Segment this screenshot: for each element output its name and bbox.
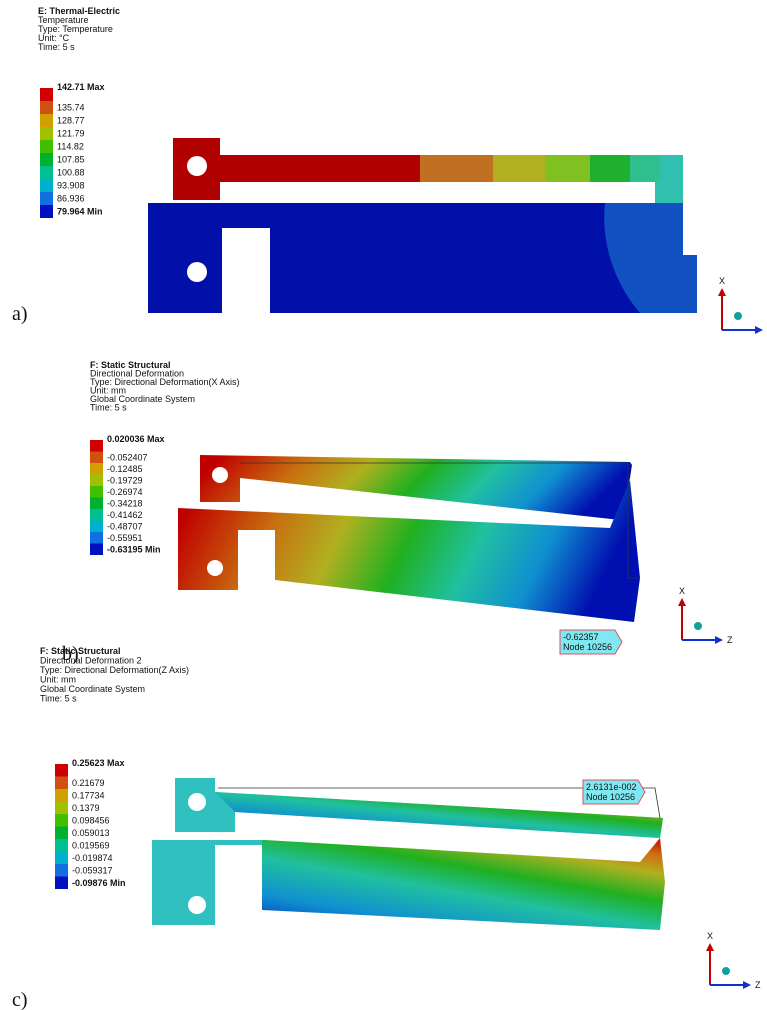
legend-swatch xyxy=(40,88,53,101)
axis-y xyxy=(722,967,730,975)
legend-swatch xyxy=(55,802,68,815)
legend-label: -0.63195 Min xyxy=(107,544,161,554)
header-line: Time: 5 s xyxy=(40,694,77,704)
legend-swatch xyxy=(55,839,68,852)
panel-label: c) xyxy=(12,989,28,1010)
legend-swatch xyxy=(40,140,53,153)
legend-label: 0.020036 Max xyxy=(107,434,165,444)
axis-label: X xyxy=(707,931,713,941)
legend-label: -0.55951 xyxy=(107,533,143,543)
header-title: F: Static Structural xyxy=(40,646,121,656)
panel-label: a) xyxy=(12,303,28,325)
legend-swatch xyxy=(90,440,103,452)
legend-label: -0.12485 xyxy=(107,464,143,474)
legend-label: 121.79 xyxy=(57,129,85,139)
legend-swatch xyxy=(40,192,53,205)
legend-swatch xyxy=(40,127,53,140)
legend-label: 0.019569 xyxy=(72,840,110,850)
legend-label: 0.25623 Max xyxy=(72,758,125,768)
header-line: Global Coordinate System xyxy=(40,684,145,694)
legend-swatch xyxy=(40,166,53,179)
legend-label: 100.88 xyxy=(57,168,85,178)
legend-swatch xyxy=(40,101,53,114)
legend-label: 0.1379 xyxy=(72,803,100,813)
legend-swatch xyxy=(55,864,68,877)
legend-swatch xyxy=(55,777,68,790)
axis-x-head xyxy=(718,288,726,296)
header-line: Type: Directional Deformation(Z Axis) xyxy=(40,665,189,675)
legend-swatch xyxy=(90,544,103,556)
axis-label: X xyxy=(719,276,725,286)
legend-swatch xyxy=(55,789,68,802)
legend-swatch xyxy=(40,114,53,127)
legend-swatch xyxy=(55,852,68,865)
axis-z-head xyxy=(743,981,751,989)
axis-label: X xyxy=(679,586,685,596)
legend-label: -0.26974 xyxy=(107,487,143,497)
axis-z-head xyxy=(755,326,763,334)
legend-label: 107.85 xyxy=(57,155,85,165)
legend-swatch xyxy=(55,877,68,890)
legend-swatch xyxy=(90,521,103,533)
legend-label: -0.19729 xyxy=(107,475,143,485)
legend-label: 128.77 xyxy=(57,116,85,126)
axis-x-head xyxy=(678,598,686,606)
axis-y xyxy=(734,312,742,320)
legend-label: 86.936 xyxy=(57,194,85,204)
model-b xyxy=(178,455,640,622)
legend-swatch xyxy=(90,475,103,487)
legend-swatch xyxy=(90,509,103,521)
header-line: Time: 5 s xyxy=(38,42,75,52)
probe-text: -0.62357 xyxy=(563,632,599,642)
legend-swatch xyxy=(55,764,68,777)
axis-z-head xyxy=(715,636,723,644)
legend-label: 0.21679 xyxy=(72,778,105,788)
legend-label: 0.17734 xyxy=(72,790,105,800)
legend-label: -0.052407 xyxy=(107,452,148,462)
header-line: Unit: mm xyxy=(40,675,76,685)
legend-swatch xyxy=(40,179,53,192)
model-a xyxy=(148,138,697,313)
legend-swatch xyxy=(90,498,103,510)
legend-label: -0.09876 Min xyxy=(72,878,126,888)
legend-label: 114.82 xyxy=(57,142,84,152)
legend-swatch xyxy=(90,532,103,544)
header-line: Directional Deformation 2 xyxy=(40,656,142,666)
legend-swatch xyxy=(55,827,68,840)
legend-swatch xyxy=(90,486,103,498)
probe-text: Node 10256 xyxy=(586,792,635,802)
figure: E: Thermal-ElectricTemperatureType: Temp… xyxy=(0,0,767,1010)
legend-swatch xyxy=(40,153,53,166)
legend-label: -0.019874 xyxy=(72,853,113,863)
legend-label: 0.098456 xyxy=(72,815,110,825)
axis-label: Z xyxy=(755,980,761,990)
legend-label: -0.48707 xyxy=(107,521,143,531)
legend-swatch xyxy=(90,463,103,475)
legend-label: 93.908 xyxy=(57,181,85,191)
legend-label: 79.964 Min xyxy=(57,207,103,217)
axis-x-head xyxy=(706,943,714,951)
legend-label: 135.74 xyxy=(57,103,85,113)
axis-label: Z xyxy=(727,635,733,645)
probe-text: Node 10256 xyxy=(563,642,612,652)
legend-swatch xyxy=(90,452,103,464)
legend-label: -0.34218 xyxy=(107,498,143,508)
legend-swatch xyxy=(40,205,53,218)
legend-label: 142.71 Max xyxy=(57,82,105,92)
legend-label: 0.059013 xyxy=(72,828,110,838)
axis-y xyxy=(694,622,702,630)
header-line: Time: 5 s xyxy=(90,403,127,413)
legend-label: -0.059317 xyxy=(72,865,113,875)
probe-text: 2.6131e-002 xyxy=(586,782,637,792)
legend-label: -0.41462 xyxy=(107,510,143,520)
legend-swatch xyxy=(55,814,68,827)
